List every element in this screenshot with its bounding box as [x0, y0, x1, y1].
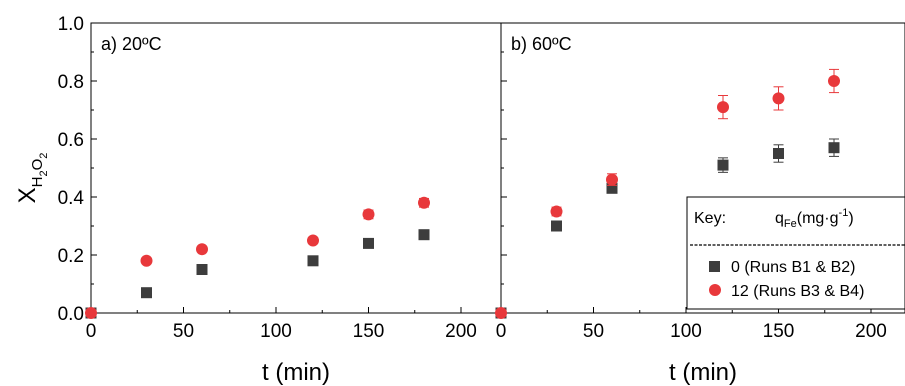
data-point-circle — [362, 208, 375, 221]
y-tick-label: 0.4 — [58, 188, 85, 209]
y-tick-label: 0.2 — [58, 246, 84, 267]
x-tick-label: 200 — [445, 321, 477, 342]
data-point-square — [196, 264, 208, 275]
data-point-square — [551, 220, 562, 232]
panel-b: 0 50 100 150 200 t (min) b) 60ºC — [495, 22, 905, 386]
y-tick-label: 1.0 — [58, 14, 84, 35]
data-point-square — [418, 229, 430, 241]
y-tick-label: 0.0 — [58, 304, 84, 325]
legend-box — [686, 196, 905, 310]
data-point-circle — [307, 234, 319, 247]
data-point-circle — [85, 307, 97, 319]
x-tick-label: 0 — [496, 321, 507, 342]
x-axis-title: t (min) — [669, 359, 737, 386]
legend: Key: qFe(mg·g-1) 0 (Runs B1 & B2) 12 (Ru… — [686, 196, 905, 310]
data-point-square — [307, 255, 319, 267]
data-point-circle — [606, 173, 618, 186]
data-point-circle — [418, 196, 430, 209]
legend-marker-circle — [709, 284, 721, 296]
panel-label: a) 20ºC — [101, 34, 162, 54]
y-tick-label: 0.6 — [58, 130, 84, 151]
y-tick-label: 0.8 — [58, 72, 84, 93]
legend-entry-0: 0 (Runs B1 & B2) — [731, 259, 856, 276]
data-point-square — [363, 237, 374, 249]
data-point-square — [773, 148, 784, 159]
x-axis-title: t (min) — [262, 359, 330, 386]
data-point-circle — [828, 75, 840, 87]
panel-a: 0.0 0.2 0.4 0.6 0.8 1.0 0 50 100 150 200 t (min) a) … — [58, 14, 502, 386]
data-point-square — [606, 182, 618, 194]
x-tick-label: 200 — [855, 321, 887, 342]
x-tick-label: 150 — [353, 321, 385, 342]
legend-header: qFe(mg·g-1) — [775, 207, 854, 230]
y-axis-title: XH2O2 — [14, 153, 50, 204]
x-tick-label: 50 — [583, 321, 604, 342]
x-tick-label: 100 — [670, 321, 702, 342]
legend-entry-1: 12 (Runs B3 & B4) — [731, 283, 864, 300]
data-point-circle — [772, 92, 785, 105]
x-tick-label: 100 — [260, 321, 292, 342]
data-point-circle — [717, 101, 729, 114]
legend-key-label: Key: — [694, 210, 726, 227]
data-point-square — [717, 159, 729, 171]
legend-marker-square — [709, 261, 720, 272]
x-tick-label: 150 — [763, 321, 795, 342]
plot-frame — [90, 22, 502, 314]
data-point-square — [828, 142, 840, 154]
data-point-square — [141, 287, 152, 299]
data-point-circle — [140, 254, 153, 267]
x-tick-label: 0 — [86, 321, 97, 342]
x-tick-label: 50 — [173, 321, 194, 342]
data-point-circle — [495, 307, 507, 319]
data-point-circle — [550, 205, 563, 218]
panel-label: b) 60ºC — [511, 34, 572, 54]
data-point-circle — [196, 243, 208, 256]
